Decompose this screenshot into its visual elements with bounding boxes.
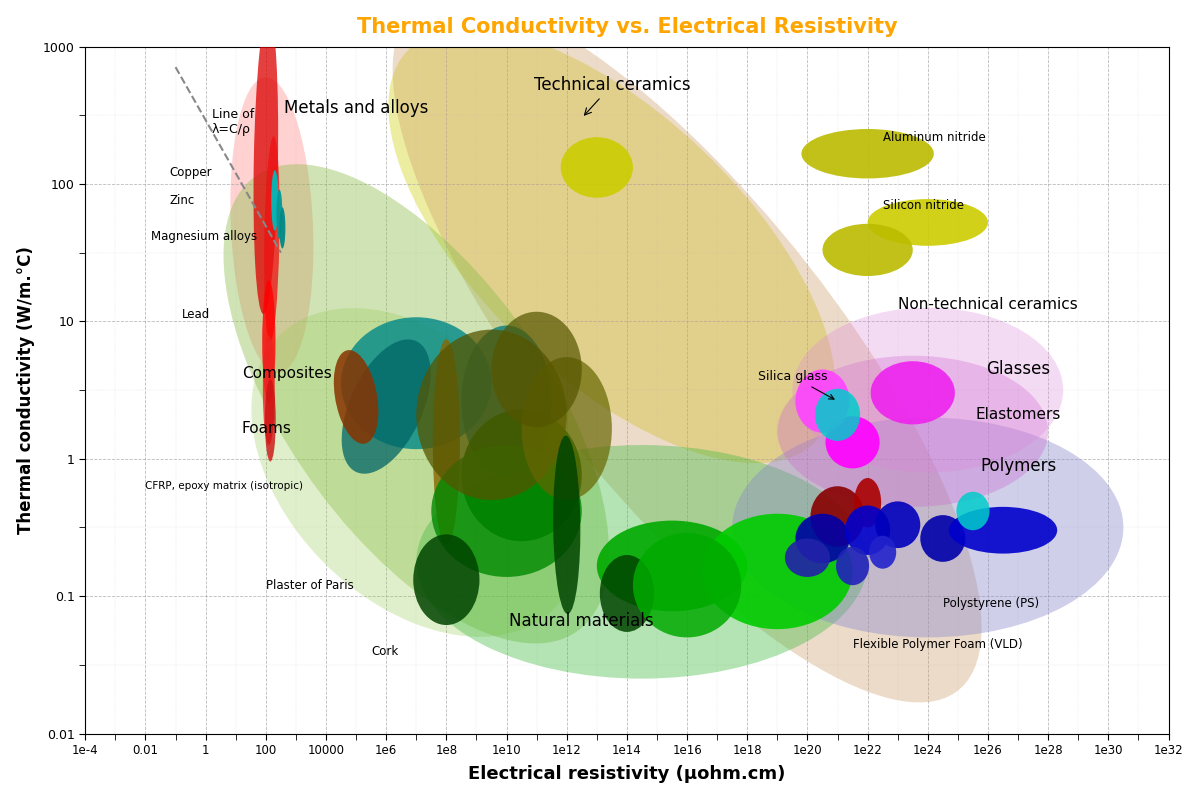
Ellipse shape: [413, 534, 480, 625]
Ellipse shape: [632, 533, 742, 638]
Text: Non-technical ceramics: Non-technical ceramics: [898, 298, 1078, 312]
Ellipse shape: [949, 507, 1057, 554]
Text: Flexible Polymer Foam (VLD): Flexible Polymer Foam (VLD): [852, 638, 1022, 650]
Ellipse shape: [416, 445, 868, 678]
Text: Cork: Cork: [371, 645, 398, 658]
Text: Polystyrene (PS): Polystyrene (PS): [943, 597, 1039, 610]
Text: Natural materials: Natural materials: [510, 612, 654, 630]
Ellipse shape: [785, 538, 830, 577]
Text: Glasses: Glasses: [986, 361, 1050, 378]
Ellipse shape: [810, 486, 865, 546]
Text: Lead: Lead: [181, 308, 210, 321]
Ellipse shape: [341, 318, 492, 449]
Ellipse shape: [871, 362, 955, 425]
Ellipse shape: [600, 555, 654, 632]
Ellipse shape: [263, 335, 275, 445]
Ellipse shape: [560, 138, 632, 198]
Ellipse shape: [815, 389, 860, 441]
Text: Line of
λ=C/ρ: Line of λ=C/ρ: [211, 108, 254, 136]
Ellipse shape: [334, 350, 378, 444]
Ellipse shape: [875, 502, 920, 548]
Ellipse shape: [822, 224, 913, 276]
Ellipse shape: [792, 308, 1063, 473]
Ellipse shape: [280, 207, 286, 249]
Text: CFRP, epoxy matrix (isotropic): CFRP, epoxy matrix (isotropic): [145, 482, 304, 491]
Ellipse shape: [854, 478, 881, 527]
Ellipse shape: [223, 164, 610, 643]
Text: Technical ceramics: Technical ceramics: [534, 76, 690, 115]
Ellipse shape: [956, 492, 990, 530]
Text: Zinc: Zinc: [169, 194, 194, 207]
Text: Magnesium alloys: Magnesium alloys: [151, 230, 258, 242]
Ellipse shape: [251, 308, 581, 637]
Text: Plaster of Paris: Plaster of Paris: [266, 578, 354, 592]
Ellipse shape: [389, 29, 835, 463]
Ellipse shape: [920, 515, 966, 562]
Text: Foams: Foams: [241, 421, 292, 436]
Ellipse shape: [826, 416, 880, 468]
Ellipse shape: [271, 170, 278, 230]
Ellipse shape: [264, 136, 280, 342]
Ellipse shape: [342, 339, 431, 474]
Ellipse shape: [702, 514, 852, 629]
Ellipse shape: [732, 418, 1123, 638]
Ellipse shape: [869, 536, 896, 569]
Text: Copper: Copper: [169, 166, 212, 179]
Ellipse shape: [802, 129, 934, 178]
Ellipse shape: [596, 521, 748, 611]
Ellipse shape: [553, 435, 581, 614]
Ellipse shape: [492, 312, 582, 427]
Ellipse shape: [836, 546, 869, 585]
Ellipse shape: [263, 280, 276, 404]
Ellipse shape: [796, 514, 850, 563]
Ellipse shape: [845, 506, 890, 555]
Ellipse shape: [462, 410, 582, 542]
Ellipse shape: [796, 370, 850, 433]
Ellipse shape: [431, 445, 582, 577]
Ellipse shape: [462, 326, 552, 477]
Ellipse shape: [253, 13, 278, 314]
Title: Thermal Conductivity vs. Electrical Resistivity: Thermal Conductivity vs. Electrical Resi…: [356, 17, 898, 37]
Ellipse shape: [868, 199, 988, 246]
Ellipse shape: [416, 330, 566, 500]
X-axis label: Electrical resistivity (µohm.cm): Electrical resistivity (µohm.cm): [468, 766, 786, 783]
Y-axis label: Thermal conductivity (W/m.°C): Thermal conductivity (W/m.°C): [17, 246, 35, 534]
Text: Elastomers: Elastomers: [976, 407, 1061, 422]
Text: Silica glass: Silica glass: [757, 370, 834, 399]
Ellipse shape: [778, 356, 1048, 507]
Text: Aluminum nitride: Aluminum nitride: [883, 130, 985, 144]
Ellipse shape: [392, 0, 982, 702]
Text: Polymers: Polymers: [980, 457, 1056, 474]
Ellipse shape: [230, 77, 313, 373]
Text: Silicon nitride: Silicon nitride: [883, 199, 964, 213]
Ellipse shape: [522, 357, 612, 500]
Ellipse shape: [276, 190, 282, 239]
Ellipse shape: [265, 379, 276, 462]
Text: Metals and alloys: Metals and alloys: [284, 99, 428, 118]
Text: Composites: Composites: [241, 366, 331, 381]
Ellipse shape: [433, 339, 460, 546]
